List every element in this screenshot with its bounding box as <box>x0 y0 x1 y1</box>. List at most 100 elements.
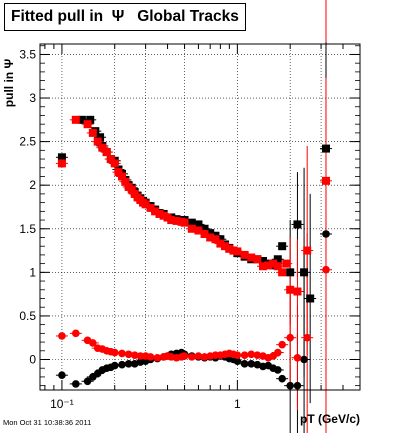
data-point-square <box>114 168 123 177</box>
data-point-circle <box>124 360 133 368</box>
chart-title: Fitted pull in Ψ Global Tracks <box>11 8 239 25</box>
data-point-square <box>194 226 203 235</box>
plot-frame-border <box>39 43 361 391</box>
y-tick-label: 2.5 <box>19 135 36 149</box>
data-point-square <box>86 115 95 124</box>
data-point-square <box>225 244 234 253</box>
data-point-square <box>300 268 309 277</box>
title-box: Fitted pull in Ψ Global Tracks <box>4 3 246 31</box>
y-axis-label: pull in Ψ <box>2 58 16 108</box>
data-point-square <box>306 294 315 303</box>
data-point-square <box>187 224 196 233</box>
data-point-square <box>259 262 268 271</box>
data-point-square <box>172 216 181 225</box>
data-point-square <box>57 159 66 168</box>
data-point-square <box>282 259 291 268</box>
x-tick-label: 1 <box>234 397 241 411</box>
data-point-square <box>71 115 80 124</box>
data-point-square <box>247 253 256 262</box>
data-point-circle <box>273 348 282 357</box>
data-point-square <box>98 143 107 152</box>
data-point-circle <box>240 351 249 359</box>
data-point-square <box>146 203 155 212</box>
data-point-square <box>286 268 295 277</box>
data-point-square <box>303 246 312 255</box>
data-point-circle <box>118 349 126 358</box>
data-point-square <box>96 133 105 142</box>
data-point-square <box>253 255 262 264</box>
y-tick-label: 0 <box>29 352 36 366</box>
data-point-circle <box>322 265 330 274</box>
data-point-square <box>206 229 215 238</box>
data-point-square <box>321 176 330 185</box>
data-point-circle <box>188 353 196 361</box>
plot-frame <box>39 43 361 391</box>
data-point-circle <box>153 353 162 362</box>
data-point-square <box>93 137 102 146</box>
data-point-circle <box>72 329 80 338</box>
data-point-square <box>286 285 295 294</box>
data-point-circle <box>200 353 209 361</box>
data-point-square <box>206 233 215 242</box>
data-point-square <box>141 200 150 209</box>
data-point-square <box>220 242 229 251</box>
data-point-square <box>83 120 92 129</box>
y-tick-label: 3.5 <box>19 47 36 61</box>
x-axis-label: pT (GeV/c) <box>299 412 360 426</box>
data-point-square <box>321 144 330 153</box>
data-point-square <box>88 128 97 137</box>
y-tick-label: 2 <box>29 178 36 192</box>
data-point-square <box>155 209 164 218</box>
data-point-circle <box>124 350 133 359</box>
data-point-square <box>293 287 302 296</box>
data-point-circle <box>233 351 242 359</box>
data-point-circle <box>58 371 66 379</box>
data-point-circle <box>240 360 249 368</box>
data-point-square <box>216 239 225 248</box>
data-point-circle <box>83 377 92 386</box>
data-point-circle <box>322 230 330 238</box>
data-point-square <box>264 261 273 270</box>
data-point-circle <box>300 355 308 364</box>
data-point-circle <box>130 351 139 359</box>
data-point-square <box>233 247 242 256</box>
data-point-square <box>273 262 282 271</box>
data-point-circle <box>247 360 256 368</box>
data-point-square <box>273 255 282 264</box>
data-point-square <box>110 159 119 168</box>
timestamp: Mon Oct 31 10:38:36 2011 <box>3 418 92 427</box>
data-point-square <box>151 207 160 216</box>
data-point-square <box>102 148 111 157</box>
data-point-square <box>278 268 287 277</box>
data-point-circle <box>146 353 155 361</box>
data-point-square <box>187 218 196 227</box>
x-tick-label: 10⁻¹ <box>50 397 74 411</box>
data-point-square <box>200 229 209 238</box>
data-point-square <box>200 224 209 233</box>
data-point-square <box>117 172 126 181</box>
data-point-square <box>293 220 302 229</box>
data-point-circle <box>278 340 286 349</box>
y-tick-label: 0.5 <box>19 309 36 323</box>
data-point-circle <box>89 339 97 347</box>
data-point-circle <box>253 351 262 359</box>
data-point-square <box>127 185 136 194</box>
data-point-square <box>240 250 249 259</box>
data-point-square <box>194 220 203 229</box>
data-point-circle <box>194 352 203 360</box>
data-point-square <box>278 242 287 251</box>
data-point-circle <box>110 348 119 357</box>
data-point-circle <box>118 360 126 369</box>
data-point-circle <box>247 350 256 359</box>
data-point-circle <box>286 333 294 342</box>
data-point-circle <box>110 361 119 370</box>
data-point-circle <box>72 380 80 388</box>
data-point-square <box>167 216 176 225</box>
y-tick-label: 3 <box>29 91 36 105</box>
data-point-square <box>259 257 268 266</box>
data-point-square <box>106 155 115 164</box>
data-point-circle <box>278 374 286 383</box>
data-point-circle <box>273 366 282 374</box>
